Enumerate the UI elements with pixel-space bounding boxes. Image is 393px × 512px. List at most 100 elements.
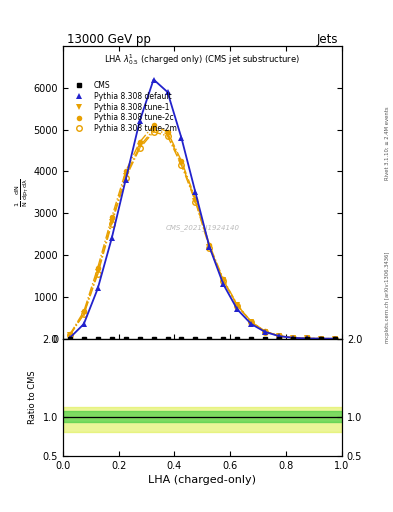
Pythia 8.308 default [305,335,309,342]
Pythia 8.308 tune-1 [137,143,142,150]
Pythia 8.308 tune-1 [291,335,296,341]
Pythia 8.308 tune-2c [68,331,72,337]
Pythia 8.308 default [332,335,337,342]
Pythia 8.308 tune-2m [95,271,100,277]
Line: Pythia 8.308 default: Pythia 8.308 default [67,76,338,342]
CMS [179,335,184,342]
Pythia 8.308 tune-2c [291,335,296,341]
Pythia 8.308 tune-2c [332,335,337,342]
Pythia 8.308 tune-2c [95,265,100,271]
CMS [332,335,337,342]
Pythia 8.308 tune-1 [249,319,253,325]
Line: Pythia 8.308 tune-2m: Pythia 8.308 tune-2m [67,129,338,342]
Bar [63,408,342,432]
Pythia 8.308 tune-2c [193,196,198,202]
CMS [319,335,323,342]
Pythia 8.308 default [207,244,212,250]
Pythia 8.308 default [291,335,296,341]
Pythia 8.308 tune-2c [81,308,86,314]
Pythia 8.308 tune-2m [263,329,268,335]
Pythia 8.308 default [179,135,184,141]
Line: Pythia 8.308 tune-2c: Pythia 8.308 tune-2c [67,123,338,342]
CMS [137,335,142,342]
Pythia 8.308 tune-2m [68,332,72,338]
CMS [68,335,72,342]
Pythia 8.308 default [68,335,72,341]
Pythia 8.308 default [263,329,268,335]
Pythia 8.308 tune-2c [249,318,253,325]
Text: CMS_2021_I1924140: CMS_2021_I1924140 [165,224,239,231]
Pythia 8.308 default [137,118,142,124]
Pythia 8.308 tune-1 [68,332,72,338]
Pythia 8.308 tune-1 [179,160,184,166]
Pythia 8.308 default [165,89,170,95]
Text: Jets: Jets [316,33,338,46]
Pythia 8.308 tune-2c [207,242,212,248]
Pythia 8.308 default [123,177,128,183]
Pythia 8.308 tune-2c [235,302,240,308]
CMS [235,335,240,342]
Y-axis label: Ratio to CMS: Ratio to CMS [28,370,37,424]
Pythia 8.308 tune-2m [207,244,212,250]
Pythia 8.308 tune-1 [332,335,337,342]
Pythia 8.308 tune-2m [109,221,114,227]
Text: 13000 GeV pp: 13000 GeV pp [67,33,151,46]
Pythia 8.308 tune-2c [319,335,323,342]
CMS [151,335,156,342]
CMS [95,335,100,342]
CMS [109,335,114,342]
Pythia 8.308 tune-1 [151,126,156,133]
Pythia 8.308 tune-2c [109,215,114,221]
CMS [249,335,253,342]
Pythia 8.308 tune-2m [81,311,86,317]
Pythia 8.308 tune-2m [332,335,337,342]
Pythia 8.308 tune-2c [263,328,268,334]
Bar [63,411,342,422]
Pythia 8.308 tune-2m [151,129,156,135]
Pythia 8.308 default [193,189,198,196]
Pythia 8.308 tune-2m [179,162,184,168]
Pythia 8.308 tune-1 [263,329,268,335]
Pythia 8.308 default [221,281,226,287]
CMS [291,335,296,342]
Pythia 8.308 tune-1 [81,310,86,316]
CMS [221,335,226,342]
Pythia 8.308 tune-1 [319,335,323,342]
CMS [123,335,128,342]
Pythia 8.308 tune-2c [179,158,184,164]
Pythia 8.308 tune-2m [249,319,253,325]
Legend: CMS, Pythia 8.308 default, Pythia 8.308 tune-1, Pythia 8.308 tune-2c, Pythia 8.3: CMS, Pythia 8.308 default, Pythia 8.308 … [70,79,178,135]
Line: CMS: CMS [68,336,337,341]
X-axis label: LHA (charged-only): LHA (charged-only) [149,475,256,485]
Pythia 8.308 tune-2m [123,175,128,181]
CMS [305,335,309,342]
Text: LHA $\lambda^{1}_{0.5}$ (charged only) (CMS jet substructure): LHA $\lambda^{1}_{0.5}$ (charged only) (… [105,52,300,67]
Y-axis label: $\mathregular{\frac{1}{\mathregular{N}}\,\frac{d\mathregular{N}}{d\mathregular{p: $\mathregular{\frac{1}{\mathregular{N}}\… [13,178,31,207]
Pythia 8.308 tune-2m [305,335,309,342]
Pythia 8.308 tune-1 [235,302,240,308]
Pythia 8.308 tune-2m [319,335,323,342]
Pythia 8.308 default [151,76,156,82]
CMS [165,335,170,342]
Pythia 8.308 tune-2m [221,278,226,284]
Pythia 8.308 tune-2m [277,333,281,339]
Pythia 8.308 tune-2m [235,303,240,309]
Text: mcplots.cern.ch [arXiv:1306.3436]: mcplots.cern.ch [arXiv:1306.3436] [385,251,389,343]
Pythia 8.308 tune-2c [123,168,128,175]
Pythia 8.308 tune-2c [151,122,156,129]
Pythia 8.308 tune-1 [221,277,226,283]
Text: Rivet 3.1.10; ≥ 2.4M events: Rivet 3.1.10; ≥ 2.4M events [385,106,389,180]
Pythia 8.308 default [81,321,86,327]
Pythia 8.308 tune-1 [123,173,128,179]
Pythia 8.308 tune-1 [207,244,212,250]
Line: Pythia 8.308 tune-1: Pythia 8.308 tune-1 [67,127,338,342]
CMS [193,335,198,342]
Pythia 8.308 tune-2m [193,199,198,205]
Pythia 8.308 default [249,321,253,327]
Pythia 8.308 tune-2c [305,335,309,342]
Pythia 8.308 default [319,335,323,342]
Pythia 8.308 tune-2c [221,276,226,283]
Pythia 8.308 tune-1 [109,219,114,225]
Pythia 8.308 default [109,236,114,242]
Pythia 8.308 tune-1 [305,335,309,342]
